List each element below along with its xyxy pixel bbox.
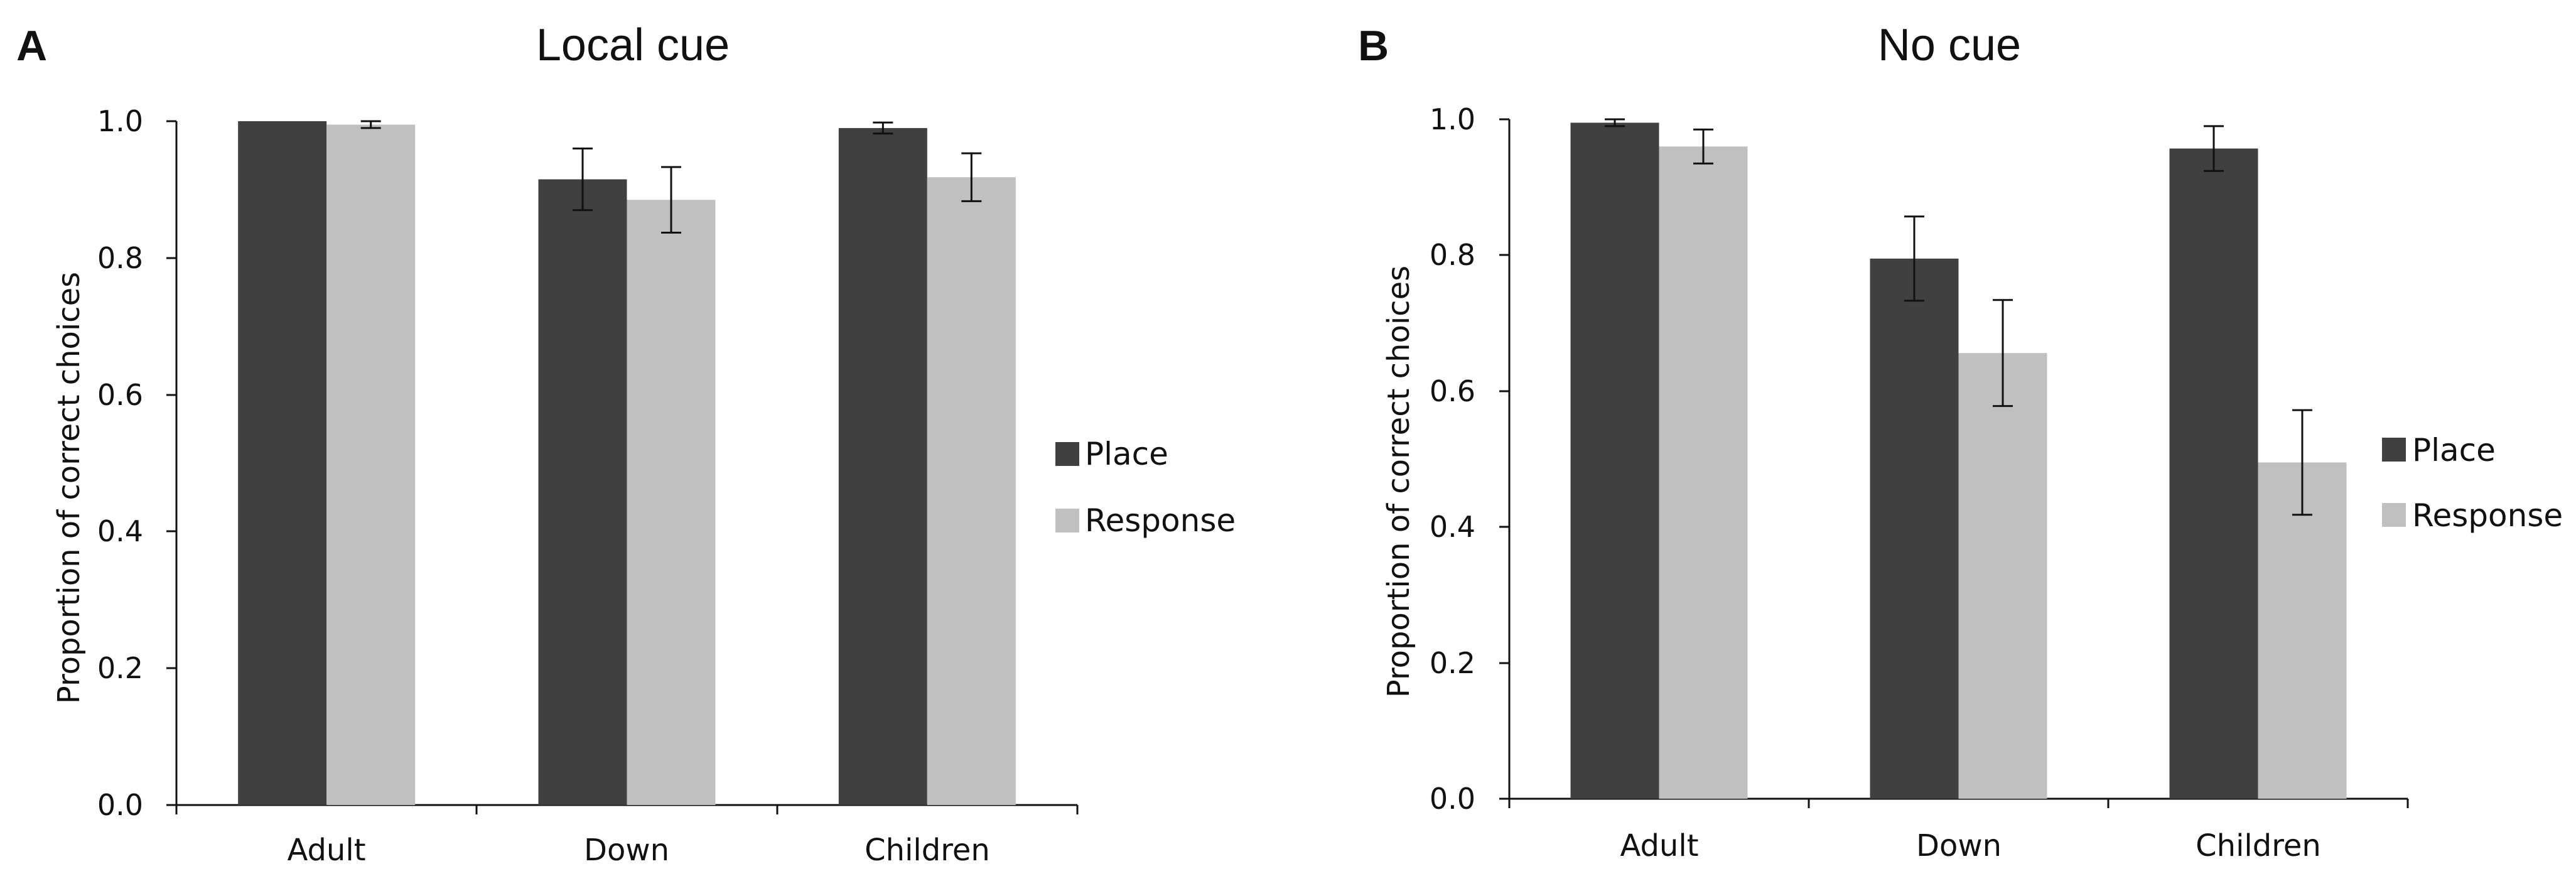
category-label: Children — [865, 833, 990, 868]
legend-label-place: Place — [2412, 432, 2496, 468]
legend-swatch-place — [1055, 442, 1079, 466]
bar-response-down — [627, 200, 716, 805]
bars — [238, 120, 1016, 806]
y-ticks: 0.0 0.2 0.4 0.6 0.8 1.0 — [97, 104, 176, 822]
bar-response-adult — [1659, 146, 1748, 799]
y-tick-label: 1.0 — [1430, 102, 1475, 136]
panel-letter: B — [1358, 22, 1389, 70]
legend-label-place: Place — [1085, 436, 1168, 472]
category-label: Down — [1916, 828, 2002, 863]
legend-label-response: Response — [2412, 497, 2563, 534]
error-bar-place-down — [1904, 215, 1924, 302]
y-tick-label: 0.8 — [1430, 238, 1475, 272]
bar-response-down — [1958, 353, 2047, 799]
bar-place-adult — [238, 121, 327, 805]
bar-place-adult — [1570, 122, 1659, 799]
bar-place-children — [2169, 148, 2258, 799]
error-bar-place-adult — [1605, 118, 1625, 127]
error-bar-response-children — [961, 152, 982, 202]
error-bar-response-down — [661, 166, 681, 234]
bar-place-down — [538, 179, 627, 805]
y-tick-label: 0.0 — [1430, 782, 1475, 816]
y-axis-title: Proportion of correct choices — [51, 272, 87, 704]
category-label: Adult — [1620, 828, 1698, 863]
error-bar-response-children — [2292, 409, 2312, 516]
chart-title: No cue — [1878, 20, 2021, 70]
chart-title: Local cue — [536, 20, 730, 70]
bar-response-children — [927, 177, 1016, 806]
bar-response-adult — [326, 124, 416, 805]
category-label: Children — [2196, 828, 2321, 863]
y-tick-label: 1.0 — [97, 104, 143, 138]
legend-swatch-response — [1055, 509, 1079, 532]
y-tick-label: 0.6 — [1430, 374, 1475, 408]
y-tick-label: 0.2 — [97, 651, 143, 685]
error-bar-response-down — [1993, 299, 2013, 408]
panel-a: A Local cue Proportion of correct choice… — [16, 20, 1236, 868]
legend: Place Response — [2382, 432, 2563, 534]
y-tick-label: 0.6 — [97, 378, 143, 412]
y-ticks: 0.0 0.2 0.4 0.6 0.8 1.0 — [1430, 102, 1509, 816]
y-tick-label: 0.8 — [97, 241, 143, 275]
bar-place-children — [838, 127, 927, 805]
panel-letter: A — [16, 22, 47, 70]
panel-b: B No cue Proportion of correct choices 0… — [1358, 20, 2563, 863]
bar-response-children — [2258, 462, 2347, 799]
error-bar-place-children — [2204, 125, 2224, 172]
bar-place-down — [1870, 258, 1959, 799]
y-tick-label: 0.4 — [1430, 510, 1475, 544]
legend-swatch-place — [2382, 438, 2406, 462]
bars — [1570, 118, 2347, 799]
y-tick-label: 0.0 — [97, 788, 143, 822]
category-label: Down — [584, 833, 669, 868]
error-bar-response-adult — [360, 120, 381, 129]
y-tick-label: 0.2 — [1430, 646, 1475, 680]
x-ticks: Adult Down Children — [1508, 799, 2409, 863]
legend: Place Response — [1055, 436, 1236, 539]
legend-label-response: Response — [1085, 502, 1236, 539]
y-tick-label: 0.4 — [97, 514, 143, 548]
category-label: Adult — [287, 833, 365, 868]
x-ticks: Adult Down Children — [175, 805, 1079, 868]
error-bar-place-children — [873, 121, 893, 135]
error-bar-place-down — [573, 148, 593, 212]
legend-swatch-response — [2382, 503, 2406, 527]
y-axis-title: Proportion of correct choices — [1381, 266, 1416, 698]
error-bar-response-adult — [1693, 128, 1713, 165]
